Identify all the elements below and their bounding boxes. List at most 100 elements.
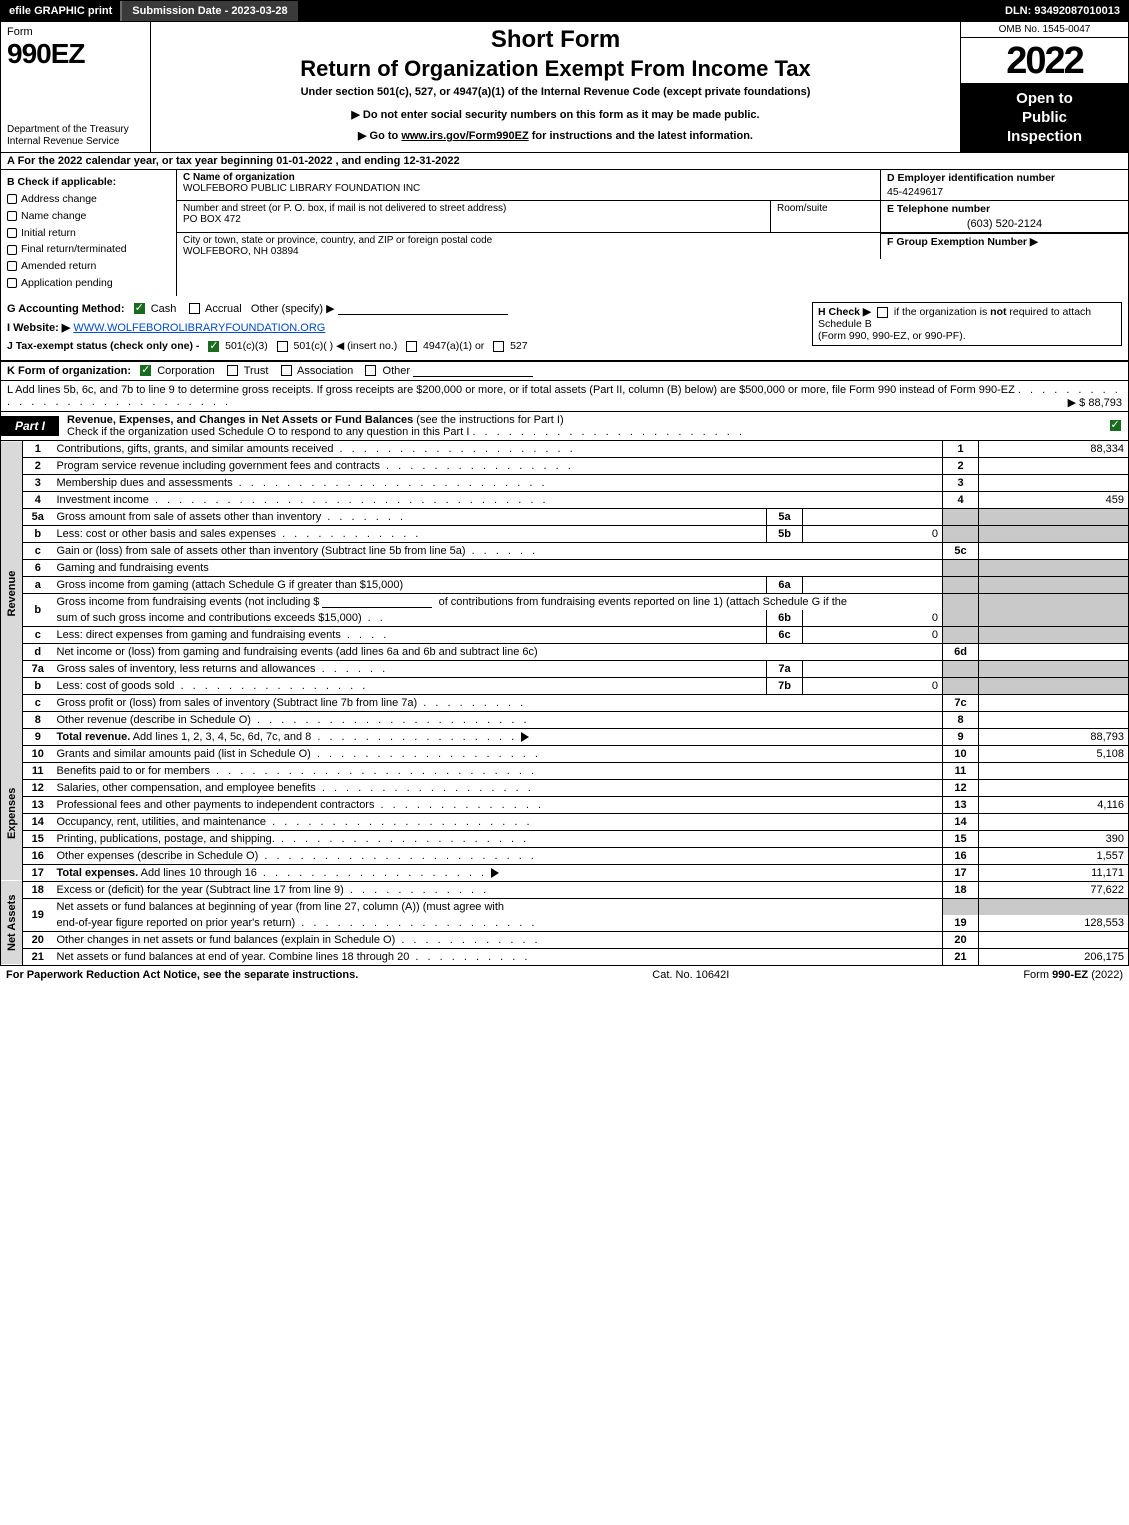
- h-box: H Check ▶ if the organization is not req…: [812, 302, 1122, 346]
- checkbox-cash-icon[interactable]: [134, 303, 145, 314]
- part1-header: Part I Revenue, Expenses, and Changes in…: [0, 412, 1129, 441]
- checkbox-accrual-icon[interactable]: [189, 303, 200, 314]
- l-amount: ▶ $ 88,793: [1068, 396, 1122, 409]
- inner: 0: [803, 626, 943, 643]
- b-opt-name[interactable]: Name change: [7, 208, 170, 225]
- b-opt-final[interactable]: Final return/terminated: [7, 241, 170, 258]
- checkbox-trust-icon[interactable]: [227, 365, 238, 376]
- line-2: 2Program service revenue including gover…: [1, 457, 1129, 474]
- form-header: Form 990EZ Department of the Treasury In…: [0, 22, 1129, 153]
- checkbox-other-icon[interactable]: [365, 365, 376, 376]
- website-link[interactable]: WWW.WOLFEBOROLIBRARYFOUNDATION.ORG: [73, 322, 325, 334]
- header-left: Form 990EZ Department of the Treasury In…: [1, 22, 151, 152]
- col-b-check-applicable: B Check if applicable: Address change Na…: [1, 170, 177, 296]
- part1-title: Revenue, Expenses, and Changes in Net As…: [59, 412, 1102, 440]
- b-opt-amended[interactable]: Amended return: [7, 258, 170, 275]
- b-opt-pending[interactable]: Application pending: [7, 275, 170, 292]
- checkbox-501c-icon[interactable]: [277, 341, 288, 352]
- line-6a: aGross income from gaming (attach Schedu…: [1, 576, 1129, 593]
- checkbox-icon[interactable]: [7, 278, 17, 288]
- addr-label: Number and street (or P. O. box, if mail…: [183, 203, 764, 214]
- goto-link[interactable]: www.irs.gov/Form990EZ: [401, 130, 528, 142]
- open-line1: Open to: [965, 90, 1124, 109]
- checkbox-icon[interactable]: [7, 261, 17, 271]
- line-21: 21Net assets or fund balances at end of …: [1, 948, 1129, 965]
- desc: Gross income from gaming (attach Schedul…: [57, 579, 404, 591]
- line-15: 15Printing, publications, postage, and s…: [1, 830, 1129, 847]
- line-19a: 19 Net assets or fund balances at beginn…: [1, 898, 1129, 915]
- desc: Other expenses (describe in Schedule O): [57, 850, 259, 862]
- val: [979, 457, 1129, 474]
- desc: Contributions, gifts, grants, and simila…: [57, 443, 334, 455]
- line-13: 13Professional fees and other payments t…: [1, 796, 1129, 813]
- b-opt-label: Amended return: [21, 260, 96, 272]
- val: [979, 711, 1129, 728]
- ein-value: 45-4249617: [887, 184, 1122, 198]
- desc: Less: cost of goods sold: [57, 680, 175, 692]
- val: [979, 542, 1129, 559]
- desc: Professional fees and other payments to …: [57, 799, 375, 811]
- row-c: C Name of organization WOLFEBORO PUBLIC …: [177, 170, 1128, 201]
- b-opt-label: Address change: [21, 193, 97, 205]
- checkbox-icon[interactable]: [7, 211, 17, 221]
- checkbox-corp-icon[interactable]: [140, 365, 151, 376]
- org-name: WOLFEBORO PUBLIC LIBRARY FOUNDATION INC: [183, 183, 874, 194]
- f-cell: F Group Exemption Number ▶: [880, 233, 1128, 259]
- open-line3: Inspection: [965, 128, 1124, 147]
- line-6b-1: b Gross income from fundraising events (…: [1, 593, 1129, 610]
- desc: Gaming and fundraising events: [53, 559, 943, 576]
- val: 88,793: [979, 728, 1129, 745]
- checkbox-527-icon[interactable]: [493, 341, 504, 352]
- line-7a: 7aGross sales of inventory, less returns…: [1, 660, 1129, 677]
- b-opt-address[interactable]: Address change: [7, 191, 170, 208]
- part1-title-bold: Revenue, Expenses, and Changes in Net As…: [67, 414, 413, 426]
- part1-title-rest: (see the instructions for Part I): [413, 414, 563, 426]
- checkbox-icon[interactable]: [1110, 420, 1121, 431]
- open-line2: Public: [965, 109, 1124, 128]
- checkbox-icon[interactable]: [877, 307, 888, 318]
- side-expenses: Expenses: [1, 745, 23, 881]
- checkbox-assoc-icon[interactable]: [281, 365, 292, 376]
- side-netassets: Net Assets: [1, 881, 23, 965]
- line-8: 8Other revenue (describe in Schedule O) …: [1, 711, 1129, 728]
- line-6d: dNet income or (loss) from gaming and fu…: [1, 643, 1129, 660]
- checkbox-501c3-icon[interactable]: [208, 341, 219, 352]
- part1-sub: Check if the organization used Schedule …: [67, 426, 469, 438]
- footer-right: Form 990-EZ (2022): [1023, 969, 1123, 981]
- checkbox-icon[interactable]: [7, 228, 17, 238]
- part1-checkbox[interactable]: [1102, 420, 1128, 432]
- topbar-spacer: [298, 1, 997, 21]
- line-16: 16Other expenses (describe in Schedule O…: [1, 847, 1129, 864]
- footer-catno: Cat. No. 10642I: [652, 969, 729, 981]
- line-3: 3Membership dues and assessments . . . .…: [1, 474, 1129, 491]
- line-4: 4Investment income . . . . . . . . . . .…: [1, 491, 1129, 508]
- addr-value: PO BOX 472: [183, 214, 764, 225]
- short-form-title: Short Form: [161, 26, 950, 54]
- line-18: Net Assets 18Excess or (deficit) for the…: [1, 881, 1129, 898]
- checkbox-icon[interactable]: [7, 194, 17, 204]
- part1-tab: Part I: [1, 416, 59, 436]
- dept-line2: Internal Revenue Service: [7, 136, 144, 148]
- block-ghijk: H Check ▶ if the organization is not req…: [0, 296, 1129, 361]
- line-12: 12Salaries, other compensation, and empl…: [1, 779, 1129, 796]
- g-cash: Cash: [151, 303, 177, 315]
- e-label: E Telephone number: [887, 203, 990, 215]
- desc: Gain or (loss) from sale of assets other…: [57, 545, 466, 557]
- j-label: J Tax-exempt status (check only one) -: [7, 340, 199, 352]
- val: 128,553: [979, 915, 1129, 932]
- c-label: C Name of organization: [183, 172, 295, 183]
- b-opt-initial[interactable]: Initial return: [7, 225, 170, 242]
- efile-graphic-print[interactable]: efile GRAPHIC print: [1, 1, 120, 21]
- form-label: Form: [7, 26, 144, 38]
- checkbox-icon[interactable]: [7, 245, 17, 255]
- omb-number: OMB No. 1545-0047: [961, 22, 1128, 38]
- desc: Gross amount from sale of assets other t…: [57, 511, 322, 523]
- val: [979, 762, 1129, 779]
- g-accrual: Accrual: [205, 303, 242, 315]
- line-9: 9Total revenue. Add lines 1, 2, 3, 4, 5c…: [1, 728, 1129, 745]
- goto-post: for instructions and the latest informat…: [529, 130, 753, 142]
- desc: Gross profit or (loss) from sales of inv…: [57, 697, 418, 709]
- line-14: 14Occupancy, rent, utilities, and mainte…: [1, 813, 1129, 830]
- checkbox-4947-icon[interactable]: [406, 341, 417, 352]
- inner: 0: [803, 677, 943, 694]
